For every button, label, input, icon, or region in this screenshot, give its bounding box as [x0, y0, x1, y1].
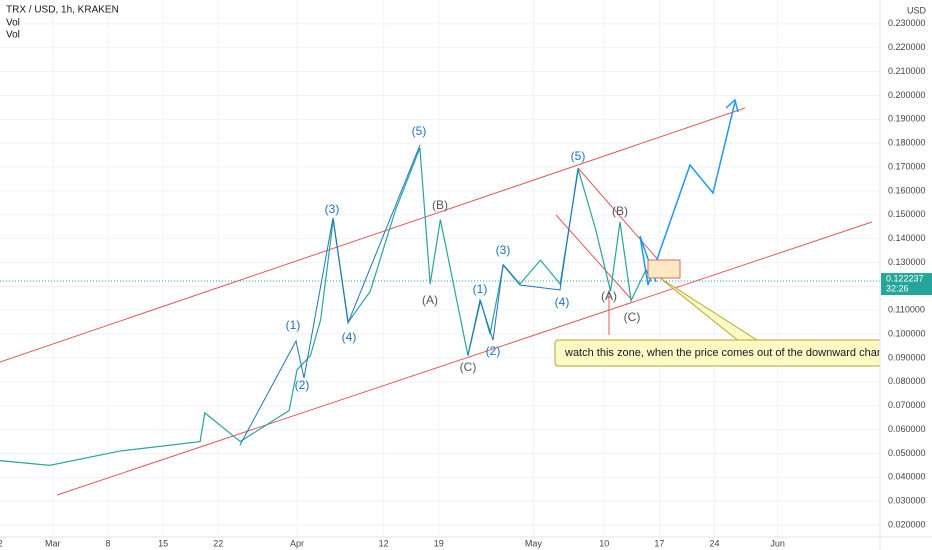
wave-label: (A) — [422, 293, 438, 307]
y-tick-label: 0.060000 — [888, 424, 926, 434]
wave-label: (4) — [555, 295, 570, 309]
y-tick-label: 0.130000 — [888, 257, 926, 267]
channel-upper — [0, 107, 746, 363]
last-price-label: 0.122237 — [886, 273, 924, 283]
wave-label: (1) — [286, 318, 301, 332]
wave-label: (2) — [486, 344, 501, 358]
y-tick-label: 0.150000 — [888, 209, 926, 219]
y-tick-label: 0.140000 — [888, 233, 926, 243]
wave-label: (2) — [295, 378, 310, 392]
x-tick-label: Apr — [290, 538, 304, 548]
currency: USD — [907, 5, 927, 15]
x-tick-label: 24 — [710, 538, 720, 548]
last-price-tag — [881, 273, 932, 296]
wave-label: (1) — [473, 282, 488, 296]
x-tick-label: 17 — [654, 538, 664, 548]
x-tick-label: May — [525, 538, 543, 548]
y-tick-label: 0.180000 — [888, 138, 926, 148]
y-tick-label: 0.100000 — [888, 329, 926, 339]
countdown: 32:26 — [886, 283, 909, 293]
y-tick-label: 0.110000 — [888, 305, 925, 315]
indicator: Vol — [6, 30, 20, 41]
axis: 0.020000 0.030000 0.040000 0.050000 0.060000… — [0, 18, 932, 548]
x-tick-label: 8 — [105, 538, 110, 548]
y-tick-label: 0.160000 — [888, 185, 926, 195]
y-tick-label: 0.210000 — [888, 66, 926, 76]
symbol: TRX / USD, 1h, KRAKEN — [6, 5, 119, 16]
callout-text: watch this zone, when the price comes ou… — [564, 347, 909, 359]
y-tick-label: 0.190000 — [888, 114, 926, 124]
indicator: Vol — [6, 18, 20, 29]
y-tick-label: 0.070000 — [888, 400, 926, 410]
x-tick-label: 19 — [434, 538, 444, 548]
wave-label: (B) — [612, 204, 628, 218]
projection-arrow — [725, 98, 739, 113]
y-tick-label: 0.030000 — [888, 496, 926, 506]
grid — [0, 0, 880, 537]
y-tick-label: 0.230000 — [888, 18, 926, 28]
x-tick-label: Jun — [770, 538, 785, 548]
projection — [639, 101, 736, 286]
y-tick-label: 0.050000 — [888, 448, 926, 458]
x-tick-label: 22 — [0, 538, 3, 548]
wave-label: (C) — [624, 310, 641, 324]
wave-label: (5) — [412, 124, 427, 138]
x-tick-label: Mar — [45, 538, 61, 548]
wave-lines — [467, 167, 579, 356]
x-tick-label: 10 — [599, 538, 609, 548]
wave-label: (A) — [601, 289, 617, 303]
y-tick-label: 0.200000 — [888, 90, 926, 100]
x-tick-label: 15 — [158, 538, 168, 548]
wave-label: (3) — [325, 202, 340, 216]
x-tick-label: 22 — [213, 538, 223, 548]
y-tick-label: 0.020000 — [888, 519, 926, 529]
zone-box — [647, 259, 681, 279]
y-tick-label: 0.090000 — [888, 352, 926, 362]
wave-lines — [239, 144, 421, 446]
wave-label: (5) — [571, 149, 586, 163]
down-channel-upper — [577, 167, 661, 263]
wave-label: (4) — [342, 330, 357, 344]
x-tick-label: 12 — [379, 538, 389, 548]
plot — [0, 147, 880, 467]
y-tick-label: 0.080000 — [888, 376, 926, 386]
wave-label: (B) — [432, 198, 448, 212]
y-tick-label: 0.170000 — [888, 161, 926, 171]
wave-label: (3) — [496, 243, 511, 257]
channel-lower — [56, 221, 873, 496]
y-tick-label: 0.040000 — [888, 472, 926, 482]
y-tick-label: 0.220000 — [888, 42, 926, 52]
price-line — [0, 147, 653, 467]
wave-label: (C) — [460, 360, 477, 374]
